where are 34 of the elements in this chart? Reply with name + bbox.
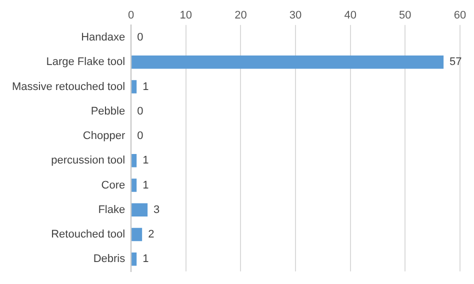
data-label: 1 [142,80,149,93]
data-label: 3 [154,204,160,216]
y-tick-label: percussion tool [51,154,126,167]
data-label: 1 [142,154,149,167]
bar [132,154,137,168]
bar [132,178,137,192]
bar [132,55,444,69]
data-label: 0 [137,32,144,44]
y-tick-label: Retouched tool [51,228,126,240]
data-label: 2 [148,228,154,240]
data-label: 57 [450,56,462,68]
x-tick-label: 20 [234,10,247,22]
x-tick-label: 40 [344,10,356,22]
x-tick-label: 50 [399,10,412,22]
x-tick-label: 10 [180,10,192,22]
x-tick-label: 30 [289,10,302,22]
y-tick-label: Debris [93,253,126,266]
y-tick-label: Large Flake tool [46,56,126,68]
bar [132,228,142,242]
data-label: 1 [142,179,149,192]
x-tick-label: 0 [128,10,134,22]
data-label: 0 [137,130,144,142]
y-tick-label: Core [101,179,126,192]
y-tick-label: Handaxe [81,32,126,44]
y-tick-label: Massive retouched tool [12,80,126,93]
data-label: 1 [142,253,149,266]
y-tick-label: Pebble [90,105,126,118]
bar [132,203,148,216]
x-tick-label: 60 [454,10,466,22]
y-tick-label: Flake [98,204,126,216]
bar [132,252,137,266]
bar [132,80,137,94]
data-label: 0 [137,105,144,118]
y-tick-label: Chopper [82,130,126,142]
